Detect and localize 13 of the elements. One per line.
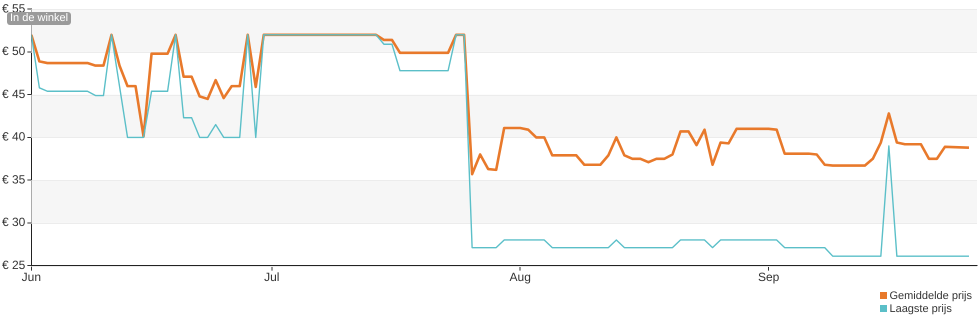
- y-tick-label: € 50: [2, 44, 26, 58]
- y-tick-label: € 45: [2, 86, 26, 101]
- x-tick-label: Sep: [758, 270, 780, 284]
- y-tick-label: € 30: [2, 215, 26, 230]
- legend-label: Gemiddelde prijs: [888, 290, 972, 303]
- y-tick-label: € 40: [2, 130, 26, 144]
- legend-label: Laagste prijs: [888, 303, 953, 316]
- x-tick-label: Jun: [22, 270, 42, 284]
- x-tick-label: Jul: [264, 270, 280, 284]
- x-tick-label: Aug: [510, 270, 531, 284]
- annotation: In de winkel: [7, 12, 72, 25]
- y-tick-label: € 35: [2, 172, 26, 186]
- y-tick-label: € 25: [2, 258, 26, 272]
